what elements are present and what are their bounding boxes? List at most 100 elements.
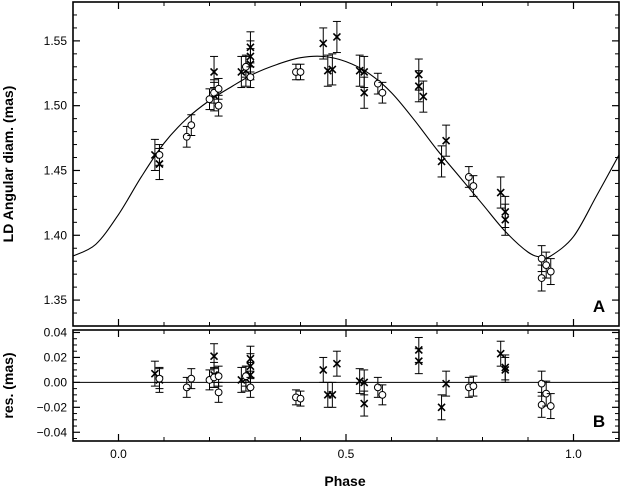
x-tick-label: 1.0 [565, 447, 582, 461]
marker-x-stroke [360, 378, 369, 387]
data-point-cross [437, 394, 446, 421]
panel-a: 1.35 1.40 1.45 1.50 1.55 A LD Angular diam. (m… [0, 1, 620, 327]
data-point-cross [360, 76, 369, 109]
data-point-cross [442, 124, 451, 157]
y-tick-label: 1.50 [44, 99, 68, 113]
data-point-circle [469, 175, 478, 197]
marker-x-stroke [414, 357, 423, 366]
marker-circle [378, 88, 387, 97]
marker-x-stroke [419, 92, 428, 101]
marker-x-stroke [442, 379, 451, 388]
data-point-circle [214, 94, 223, 117]
marker-x-stroke [437, 403, 446, 412]
data-point-cross [360, 390, 369, 417]
data-point-circle [182, 125, 191, 148]
marker-x-stroke [209, 67, 219, 77]
data-point-circle [155, 144, 164, 166]
marker-x-stroke [319, 39, 328, 48]
marker-circle [155, 374, 164, 383]
data-point-circle [296, 63, 305, 81]
marker-x-stroke [414, 82, 423, 91]
marker-circle [182, 383, 191, 392]
data-point-circle [537, 245, 546, 273]
data-point-cross [496, 176, 505, 209]
data-point-circle [378, 81, 387, 104]
panel-label: B [593, 412, 605, 431]
x-tick-label: 0.5 [338, 447, 355, 461]
data-point-cross [442, 370, 451, 397]
data-point-circle [464, 166, 473, 188]
marker-circle [187, 374, 196, 383]
data-point-circle [546, 393, 555, 420]
marker-circle [214, 372, 223, 381]
y-tick-label: 1.45 [44, 163, 68, 177]
marker-circle [187, 121, 196, 130]
marker-circle [242, 372, 250, 381]
marker-x-stroke [323, 66, 332, 75]
marker-circle [296, 394, 305, 403]
data-point-cross [323, 381, 332, 408]
marker-circle [214, 388, 223, 397]
data-point-circle [241, 365, 250, 387]
data-point-circle [214, 365, 223, 387]
marker-x-stroke [501, 215, 510, 224]
data-point-cross [414, 348, 423, 375]
marker-x-stroke [437, 157, 446, 166]
y-axis-label: LD Angular diam. (mas) [0, 86, 16, 243]
data-point-cross [419, 80, 428, 113]
y-axis-label: res. (mas) [0, 352, 16, 418]
marker-x-stroke [360, 67, 369, 77]
y-tick-label: 1.35 [44, 293, 68, 307]
data-point-cross [328, 53, 337, 86]
marker-circle [469, 382, 478, 391]
marker-circle [537, 379, 546, 388]
marker-circle [182, 132, 191, 141]
x-axis-label: Phase [324, 473, 365, 489]
data-point-circle [373, 376, 382, 398]
marker-x-stroke [332, 359, 341, 368]
data-point-circle [537, 370, 546, 397]
marker-x-stroke [496, 188, 505, 197]
data-point-circle [187, 368, 196, 390]
marker-circle [205, 95, 214, 104]
data-point-circle [291, 389, 300, 406]
marker-circle [373, 383, 382, 392]
panel-label: A [593, 297, 605, 316]
marker-circle [546, 267, 555, 276]
marker-x-stroke [501, 365, 510, 374]
data-point-cross [150, 360, 159, 387]
marker-circle [373, 79, 382, 88]
marker-circle [155, 151, 164, 159]
data-point-circle [378, 384, 387, 406]
y-tick-label: −0.04 [37, 425, 68, 439]
data-point-cross [332, 350, 341, 377]
marker-circle [214, 101, 223, 110]
y-tick-label: 0.02 [44, 350, 68, 364]
marker-circle [296, 68, 305, 76]
data-point-cross [332, 20, 341, 54]
marker-x-stroke [355, 66, 364, 75]
marker-circle [537, 400, 546, 409]
data-point-circle [542, 251, 551, 279]
data-point-cross [501, 356, 510, 383]
y-tick-label: 1.40 [44, 228, 68, 242]
marker-circle [214, 84, 223, 93]
marker-x-stroke [209, 352, 219, 361]
marker-x-stroke [319, 365, 328, 374]
marker-x-stroke [496, 349, 505, 358]
data-point-circle [205, 88, 214, 111]
marker-x-stroke [328, 65, 337, 74]
marker-x-stroke [150, 369, 159, 378]
marker-x-stroke [360, 88, 369, 97]
data-point-cross [209, 343, 219, 370]
data-point-cross [501, 203, 510, 236]
data-point-circle [546, 258, 555, 286]
marker-circle [246, 73, 255, 82]
marker-circle [537, 254, 546, 263]
y-tick-label: −0.02 [37, 400, 68, 414]
data-point-cross [414, 70, 423, 103]
marker-x-stroke [355, 377, 364, 386]
data-point-cross [319, 27, 328, 60]
